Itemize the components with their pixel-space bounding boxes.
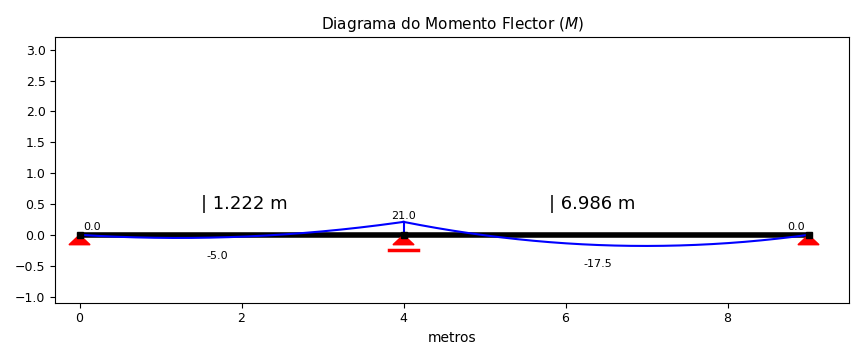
- Polygon shape: [798, 235, 819, 245]
- Text: 21.0: 21.0: [391, 211, 416, 221]
- Text: | 1.222 m: | 1.222 m: [201, 195, 288, 213]
- Text: 0.0: 0.0: [84, 222, 101, 232]
- Text: -17.5: -17.5: [583, 259, 613, 269]
- Text: | 6.986 m: | 6.986 m: [550, 195, 636, 213]
- Polygon shape: [393, 235, 414, 245]
- Title: Diagrama do Momento Flector ($M$): Diagrama do Momento Flector ($M$): [321, 15, 583, 34]
- Text: -5.0: -5.0: [206, 251, 228, 261]
- X-axis label: metros: metros: [428, 331, 476, 345]
- Polygon shape: [69, 235, 90, 245]
- Text: 0.0: 0.0: [787, 222, 804, 232]
